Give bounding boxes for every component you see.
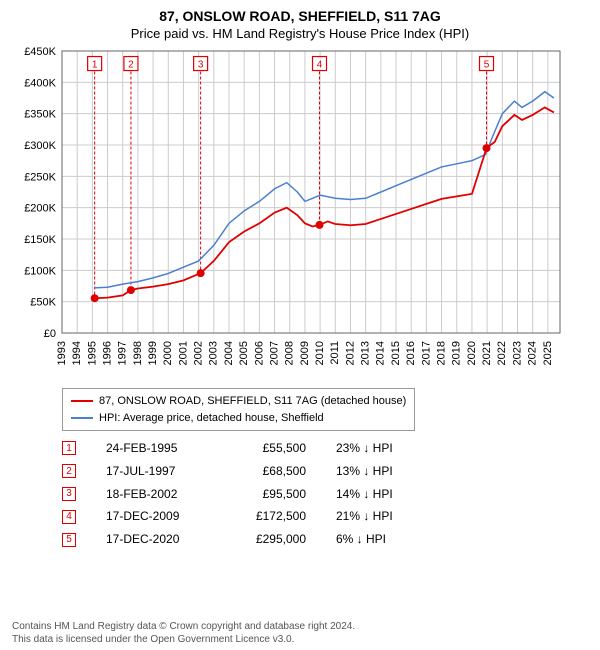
sale-marker: 2 [62,464,76,478]
svg-text:2006: 2006 [253,341,265,365]
svg-text:£300K: £300K [24,140,56,152]
svg-text:£50K: £50K [30,297,56,309]
svg-text:1994: 1994 [71,341,83,365]
svg-text:2019: 2019 [451,341,463,365]
svg-text:2013: 2013 [360,341,372,365]
sale-diff: 21% ↓ HPI [336,505,426,528]
sale-diff: 14% ↓ HPI [336,483,426,506]
svg-text:2000: 2000 [162,341,174,365]
svg-text:2004: 2004 [223,341,235,365]
sale-price: £95,500 [236,483,306,506]
chart: £0 £50K £100K £150K £200K £250K £300K £350K £400… [12,47,588,382]
svg-text:1996: 1996 [101,341,113,365]
svg-text:£0: £0 [44,328,56,340]
svg-text:1995: 1995 [86,341,98,365]
sale-row: 3 18-FEB-2002 £95,500 14% ↓ HPI [62,483,588,506]
page-title: 87, ONSLOW ROAD, SHEFFIELD, S11 7AG [12,8,588,24]
footer-line-1: Contains HM Land Registry data © Crown c… [12,620,588,633]
svg-text:£150K: £150K [24,234,56,246]
legend-row: 87, ONSLOW ROAD, SHEFFIELD, S11 7AG (det… [71,393,406,410]
sale-row: 2 17-JUL-1997 £68,500 13% ↓ HPI [62,460,588,483]
svg-text:2012: 2012 [344,341,356,365]
svg-text:2020: 2020 [466,341,478,365]
sale-date: 17-JUL-1997 [106,460,206,483]
svg-text:2023: 2023 [511,341,523,365]
svg-text:1999: 1999 [147,341,159,365]
sale-price: £55,500 [236,437,306,460]
svg-text:5: 5 [484,60,490,71]
svg-text:1997: 1997 [117,341,129,365]
svg-text:2011: 2011 [329,341,341,365]
svg-text:4: 4 [317,60,323,71]
svg-text:2005: 2005 [238,341,250,365]
sale-marker: 4 [62,510,76,524]
sale-price: £295,000 [236,528,306,551]
svg-text:2008: 2008 [284,341,296,365]
footer-line-2: This data is licensed under the Open Gov… [12,633,588,646]
svg-text:2017: 2017 [420,341,432,365]
svg-text:2014: 2014 [375,341,387,365]
chart-svg: £0 £50K £100K £150K £200K £250K £300K £350K £400… [12,47,572,377]
svg-text:3: 3 [198,60,204,71]
svg-text:£200K: £200K [24,203,56,215]
sale-row: 1 24-FEB-1995 £55,500 23% ↓ HPI [62,437,588,460]
svg-text:1: 1 [92,60,98,71]
sale-date: 17-DEC-2020 [106,528,206,551]
page-subtitle: Price paid vs. HM Land Registry's House … [12,26,588,41]
sale-marker: 5 [62,533,76,547]
legend-box: 87, ONSLOW ROAD, SHEFFIELD, S11 7AG (det… [62,388,415,431]
svg-text:2: 2 [128,60,134,71]
svg-text:2018: 2018 [435,341,447,365]
svg-text:1998: 1998 [132,341,144,365]
sale-row: 4 17-DEC-2009 £172,500 21% ↓ HPI [62,505,588,528]
sale-diff: 23% ↓ HPI [336,437,426,460]
legend-swatch [71,417,93,419]
legend-swatch [71,400,93,402]
sale-price: £68,500 [236,460,306,483]
svg-text:2001: 2001 [177,341,189,365]
sales-table: 1 24-FEB-1995 £55,500 23% ↓ HPI 2 17-JUL-1997… [62,437,588,551]
svg-text:2009: 2009 [299,341,311,365]
svg-text:2015: 2015 [390,341,402,365]
svg-text:£100K: £100K [24,265,56,277]
svg-text:2016: 2016 [405,341,417,365]
sale-price: £172,500 [236,505,306,528]
footer: Contains HM Land Registry data © Crown c… [12,620,588,646]
sale-date: 18-FEB-2002 [106,483,206,506]
svg-text:2024: 2024 [527,341,539,365]
svg-text:1993: 1993 [56,341,68,365]
svg-text:2002: 2002 [193,341,205,365]
svg-text:2021: 2021 [481,341,493,365]
svg-text:£400K: £400K [24,77,56,89]
sale-marker: 3 [62,487,76,501]
svg-text:£450K: £450K [24,47,56,58]
sale-diff: 13% ↓ HPI [336,460,426,483]
legend-row: HPI: Average price, detached house, Shef… [71,410,406,427]
chart-container: 87, ONSLOW ROAD, SHEFFIELD, S11 7AG Pric… [0,0,600,650]
svg-text:2010: 2010 [314,341,326,365]
sale-row: 5 17-DEC-2020 £295,000 6% ↓ HPI [62,528,588,551]
sale-date: 17-DEC-2009 [106,505,206,528]
sale-date: 24-FEB-1995 [106,437,206,460]
svg-text:2003: 2003 [208,341,220,365]
sale-diff: 6% ↓ HPI [336,528,426,551]
svg-text:£350K: £350K [24,109,56,121]
legend-label: HPI: Average price, detached house, Shef… [99,410,324,427]
legend-label: 87, ONSLOW ROAD, SHEFFIELD, S11 7AG (det… [99,393,406,410]
svg-text:2007: 2007 [268,341,280,365]
svg-text:2022: 2022 [496,341,508,365]
svg-text:2025: 2025 [542,341,554,365]
sale-marker: 1 [62,441,76,455]
svg-text:£250K: £250K [24,171,56,183]
